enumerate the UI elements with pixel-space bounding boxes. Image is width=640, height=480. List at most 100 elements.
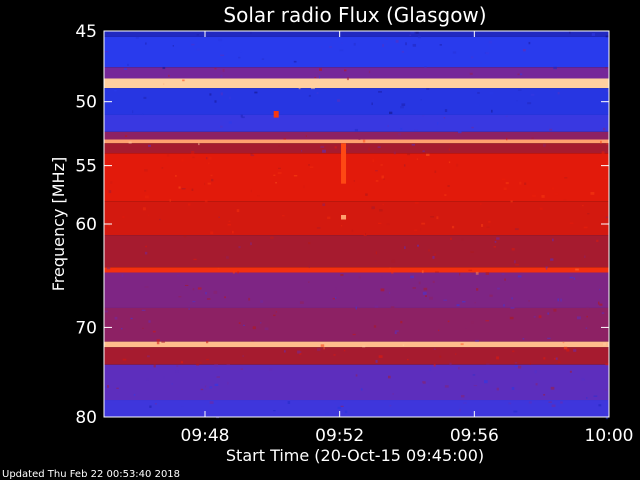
noise-speck bbox=[116, 387, 119, 389]
noise-speck bbox=[471, 272, 475, 275]
noise-speck bbox=[518, 73, 523, 76]
noise-speck bbox=[250, 189, 253, 193]
y-tick-label: 50 bbox=[75, 93, 97, 113]
noise-speck bbox=[573, 277, 575, 280]
noise-speck bbox=[527, 102, 532, 105]
noise-speck bbox=[515, 263, 519, 266]
noise-speck bbox=[217, 267, 220, 270]
noise-speck bbox=[320, 145, 325, 149]
noise-speck bbox=[506, 137, 508, 141]
noise-speck bbox=[144, 251, 148, 255]
noise-speck bbox=[273, 174, 276, 176]
noise-speck bbox=[211, 178, 214, 182]
noise-speck bbox=[391, 259, 396, 263]
noise-speck bbox=[337, 406, 342, 409]
noise-speck bbox=[599, 303, 603, 306]
noise-speck bbox=[305, 135, 307, 137]
noise-speck bbox=[404, 246, 406, 250]
noise-speck bbox=[192, 288, 195, 291]
frequency-band bbox=[104, 143, 609, 154]
noise-speck bbox=[196, 34, 200, 36]
noise-speck bbox=[236, 209, 240, 213]
frequency-band bbox=[104, 272, 609, 308]
noise-speck bbox=[220, 92, 223, 96]
noise-speck bbox=[187, 203, 191, 206]
noise-speck bbox=[299, 351, 302, 353]
noise-speck bbox=[329, 46, 332, 48]
noise-speck bbox=[420, 227, 422, 231]
noise-speck bbox=[586, 397, 588, 399]
noise-speck bbox=[241, 116, 245, 119]
noise-speck bbox=[503, 304, 505, 307]
plot-area bbox=[104, 31, 609, 420]
noise-speck bbox=[175, 370, 179, 373]
noise-speck bbox=[123, 84, 126, 87]
noise-speck bbox=[264, 327, 269, 331]
noise-speck bbox=[470, 56, 474, 59]
noise-speck bbox=[335, 296, 337, 299]
noise-speck bbox=[114, 89, 117, 92]
noise-speck bbox=[598, 404, 602, 407]
noise-speck bbox=[383, 178, 386, 181]
noise-speck bbox=[322, 203, 326, 206]
noise-speck bbox=[603, 342, 606, 346]
noise-speck bbox=[461, 238, 464, 241]
noise-speck bbox=[395, 40, 399, 43]
noise-speck bbox=[322, 149, 326, 153]
noise-speck bbox=[237, 271, 239, 274]
noise-speck bbox=[563, 198, 567, 201]
noise-speck bbox=[362, 139, 366, 143]
noise-speck bbox=[501, 178, 506, 180]
noise-speck bbox=[373, 325, 377, 328]
noise-speck bbox=[422, 115, 425, 117]
noise-speck bbox=[161, 341, 165, 343]
noise-speck bbox=[508, 402, 512, 405]
noise-speck bbox=[308, 281, 310, 283]
noise-speck bbox=[133, 65, 135, 67]
texture-layer bbox=[104, 31, 609, 420]
noise-speck bbox=[181, 405, 185, 407]
noise-speck bbox=[352, 333, 356, 336]
noise-speck bbox=[188, 308, 190, 310]
noise-speck bbox=[475, 271, 479, 275]
noise-speck bbox=[430, 216, 435, 218]
noise-speck bbox=[484, 380, 488, 384]
noise-speck bbox=[378, 222, 382, 224]
frequency-band bbox=[104, 36, 609, 68]
noise-speck bbox=[180, 361, 184, 364]
noise-speck bbox=[605, 363, 609, 366]
noise-speck bbox=[114, 316, 118, 320]
noise-speck bbox=[250, 31, 252, 34]
noise-speck bbox=[273, 409, 276, 412]
noise-speck bbox=[123, 68, 127, 70]
noise-speck bbox=[488, 40, 492, 44]
noise-speck bbox=[337, 99, 341, 102]
noise-speck bbox=[133, 393, 136, 396]
noise-speck bbox=[451, 225, 455, 229]
noise-speck bbox=[509, 316, 514, 320]
noise-speck bbox=[477, 91, 480, 94]
frequency-band bbox=[104, 31, 609, 37]
noise-speck bbox=[514, 362, 518, 364]
noise-speck bbox=[422, 150, 425, 152]
noise-speck bbox=[491, 109, 493, 113]
noise-speck bbox=[448, 148, 450, 151]
noise-speck bbox=[470, 251, 474, 253]
noise-speck bbox=[166, 154, 170, 157]
noise-speck bbox=[557, 91, 560, 95]
noise-speck bbox=[485, 52, 490, 55]
noise-speck bbox=[473, 385, 478, 387]
noise-speck bbox=[284, 350, 286, 353]
noise-speck bbox=[569, 370, 572, 373]
frequency-band bbox=[104, 131, 609, 140]
noise-speck bbox=[309, 166, 314, 169]
noise-speck bbox=[206, 340, 209, 344]
noise-speck bbox=[227, 381, 229, 385]
noise-speck bbox=[423, 287, 428, 291]
noise-speck bbox=[505, 115, 508, 118]
noise-speck bbox=[551, 187, 554, 190]
noise-speck bbox=[519, 181, 522, 185]
noise-speck bbox=[511, 387, 515, 390]
noise-speck bbox=[196, 48, 200, 51]
noise-speck bbox=[415, 31, 419, 34]
